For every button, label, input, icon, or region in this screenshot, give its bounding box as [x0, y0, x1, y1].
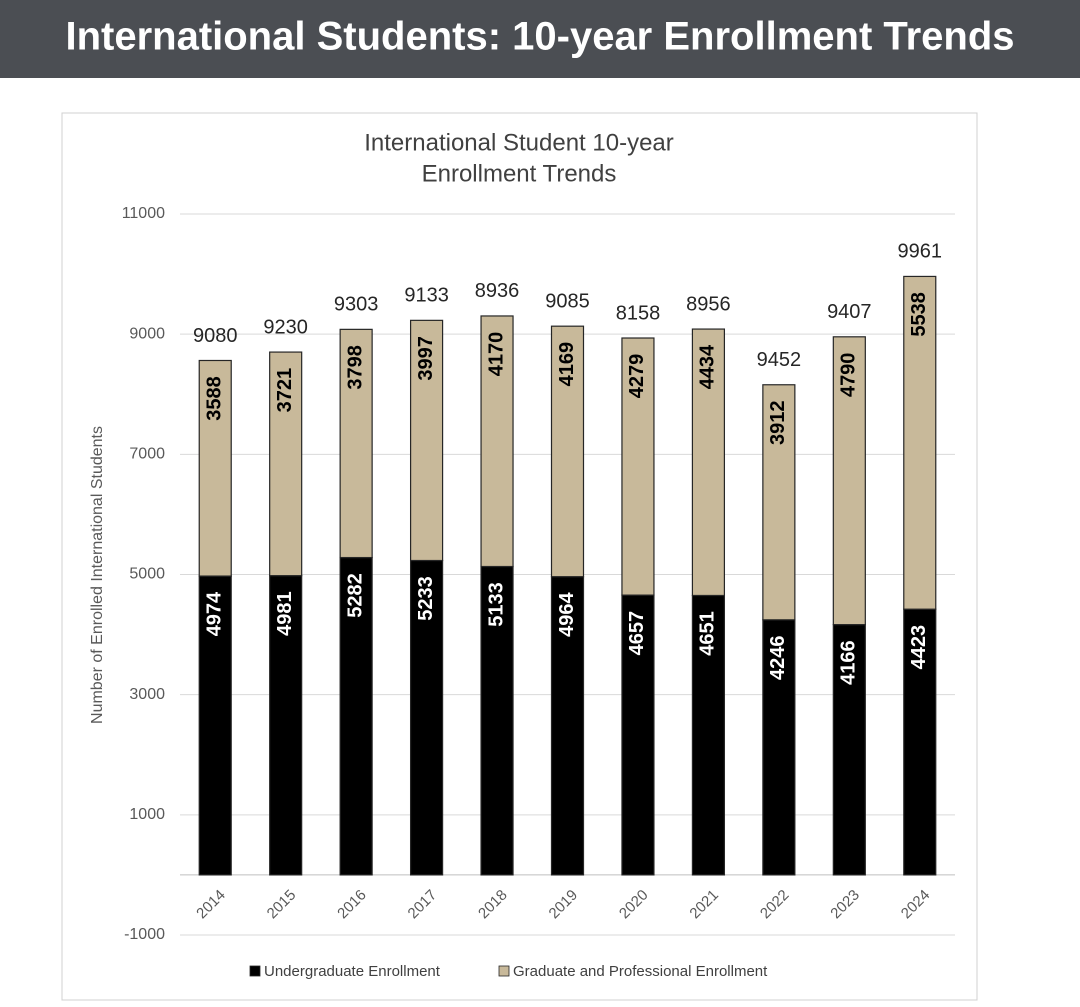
total-label: 9080: [193, 325, 238, 347]
y-axis-label: Number of Enrolled International Student…: [89, 426, 106, 724]
bar-segment: [269, 351, 303, 577]
y-tick-label: 5000: [129, 566, 165, 583]
value-label: 4279: [626, 354, 648, 399]
y-tick-label: 1000: [129, 806, 165, 823]
bar-segment: [339, 556, 373, 876]
value-label: 3588: [204, 376, 226, 421]
value-label: 4657: [626, 611, 648, 656]
bar-segment: [269, 575, 303, 876]
bar-segment: [480, 315, 514, 568]
value-label: 4964: [556, 592, 578, 637]
value-label: 4981: [274, 591, 296, 636]
bar-segment: [832, 624, 866, 876]
total-label: 8158: [616, 302, 661, 324]
bar-segment: [480, 565, 514, 876]
value-label: 4651: [697, 611, 719, 656]
value-label: 4974: [204, 591, 226, 636]
total-label: 9961: [898, 241, 943, 263]
y-tick-label: -1000: [124, 926, 165, 943]
bar-segment: [198, 575, 232, 876]
value-label: 4246: [767, 636, 789, 681]
y-tick-label: 3000: [129, 686, 165, 703]
value-label: 4170: [485, 332, 507, 377]
bar-segment: [691, 328, 726, 597]
value-label: 5233: [415, 576, 437, 621]
y-tick-label: 9000: [129, 325, 165, 342]
value-label: 4169: [556, 342, 578, 387]
total-label: 9085: [545, 290, 590, 312]
legend-label: Graduate and Professional Enrollment: [513, 963, 768, 980]
bar-segment: [550, 576, 585, 876]
total-label: 9452: [757, 349, 802, 371]
legend-swatch: [498, 965, 510, 977]
legend-label: Undergraduate Enrollment: [264, 963, 441, 980]
bar-segment: [903, 608, 937, 876]
total-label: 9303: [334, 294, 379, 316]
legend-swatch: [249, 965, 261, 977]
total-label: 8936: [475, 280, 520, 302]
bar-segment: [691, 594, 726, 876]
value-label: 5282: [344, 573, 366, 618]
value-label: 3798: [344, 345, 366, 390]
value-label: 3912: [767, 401, 789, 446]
bar-segment: [198, 359, 232, 577]
value-label: 4166: [838, 640, 860, 685]
bar-segment: [621, 594, 655, 876]
value-label: 4434: [697, 344, 719, 389]
y-tick-label: 11000: [122, 205, 165, 222]
bar-segment: [409, 319, 444, 562]
header-banner: [0, 0, 1080, 78]
value-label: 5538: [908, 292, 930, 337]
total-label: 8956: [686, 293, 731, 315]
bar-segment: [832, 336, 866, 626]
bar-segment: [621, 337, 655, 596]
y-tick-label: 7000: [129, 446, 165, 463]
chart-title: Enrollment Trends: [422, 160, 617, 187]
total-label: 9133: [404, 285, 449, 307]
value-label: 3997: [415, 336, 437, 381]
bar-segment: [550, 325, 585, 578]
total-label: 9230: [263, 316, 308, 338]
page-title: International Students: 10-year Enrollme…: [65, 15, 1014, 59]
value-label: 4423: [908, 625, 930, 670]
bar-segment: [903, 275, 937, 610]
bar-segment: [339, 328, 373, 559]
bar-segment: [762, 619, 796, 876]
value-label: 4790: [838, 353, 860, 398]
value-label: 3721: [274, 368, 296, 413]
total-label: 9407: [827, 301, 872, 323]
value-label: 5133: [485, 582, 507, 627]
chart-title: International Student 10-year: [364, 129, 674, 156]
bar-segment: [762, 384, 796, 621]
bar-segment: [409, 559, 444, 876]
